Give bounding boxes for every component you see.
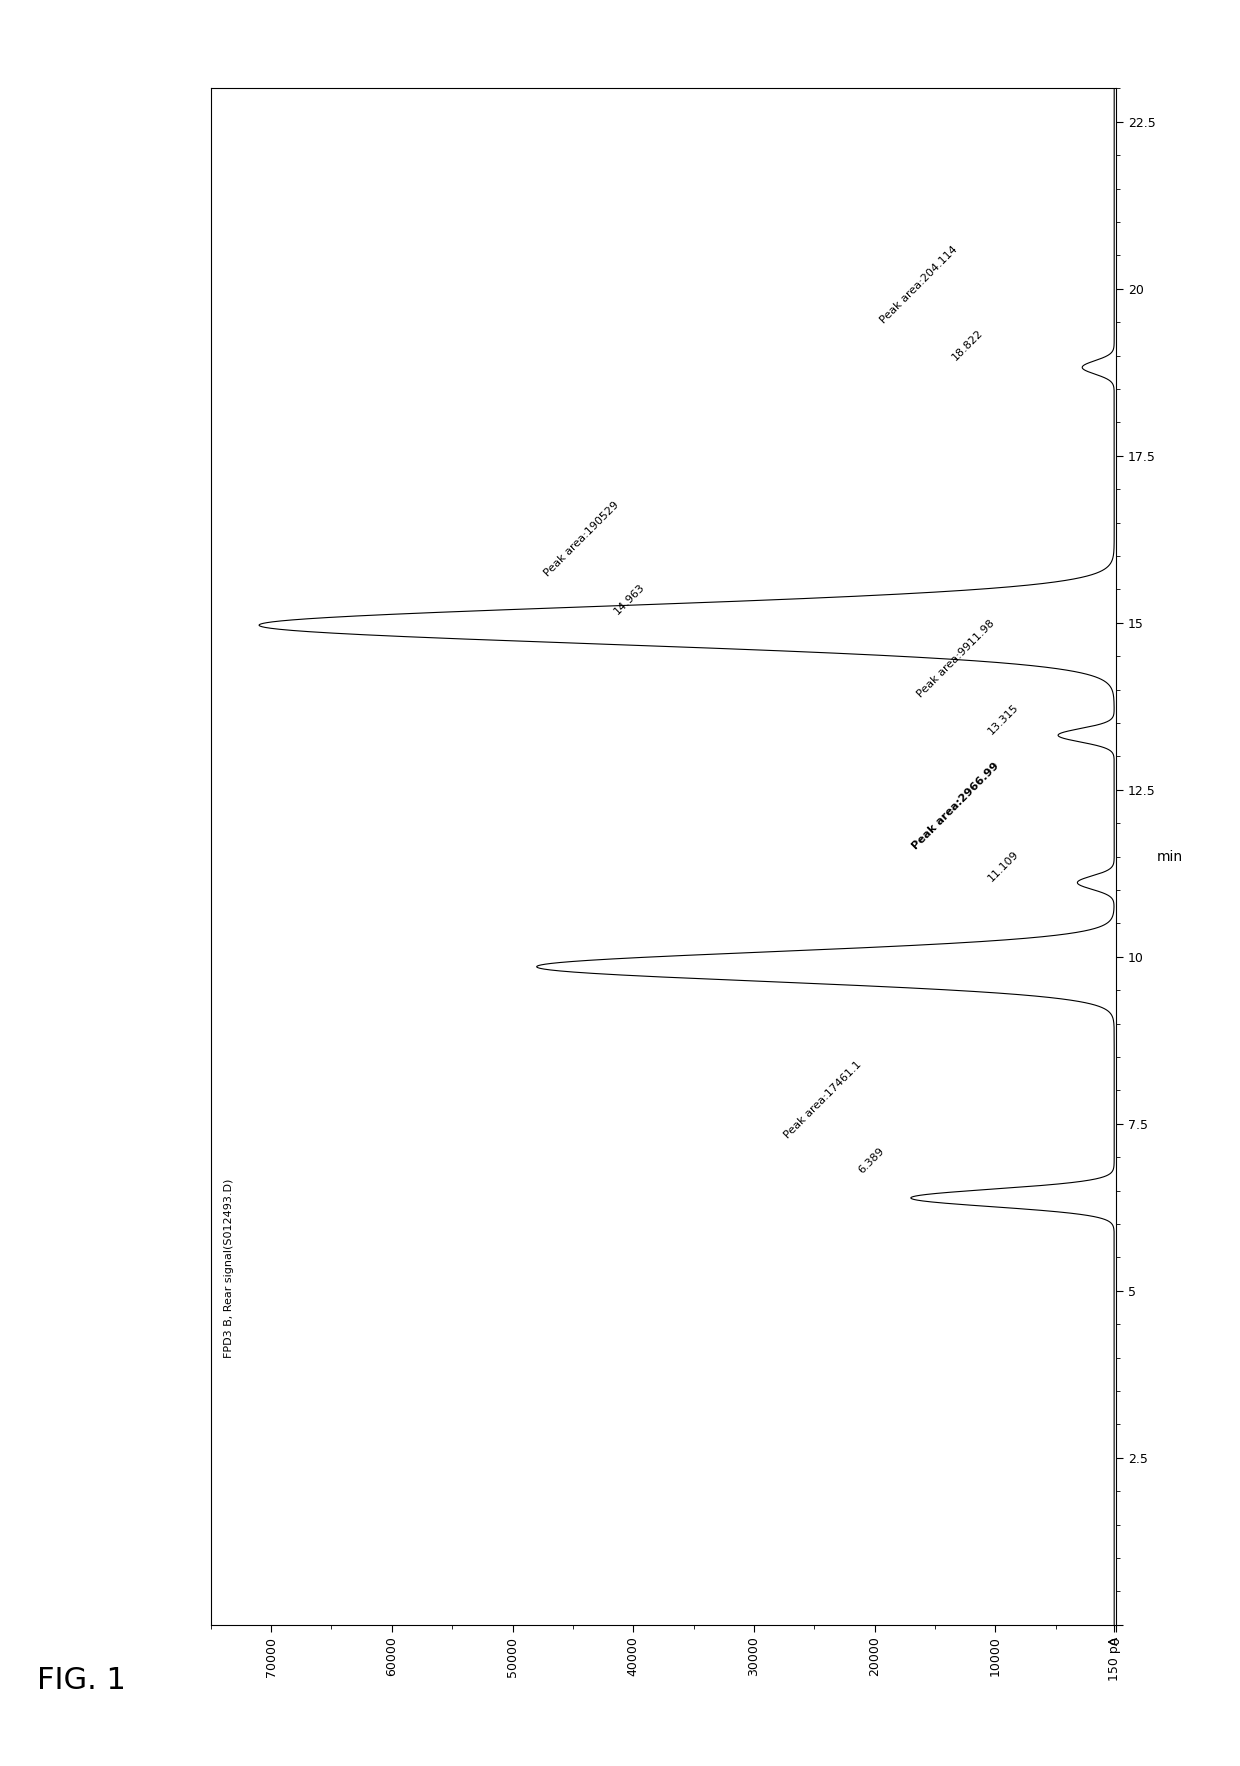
Text: FPD3 B, Rear signal(S012493.D): FPD3 B, Rear signal(S012493.D) — [224, 1178, 234, 1358]
Text: Peak area:17461.1: Peak area:17461.1 — [782, 1060, 863, 1141]
Text: Peak area:204.114: Peak area:204.114 — [879, 245, 960, 325]
Y-axis label: min: min — [1157, 849, 1183, 864]
Text: Peak area:2966.99: Peak area:2966.99 — [910, 761, 1001, 851]
Text: 14.963: 14.963 — [613, 581, 647, 616]
Text: 6.389: 6.389 — [857, 1146, 885, 1174]
Text: Peak area:9911.98: Peak area:9911.98 — [915, 618, 996, 699]
Text: 13.315: 13.315 — [987, 703, 1021, 736]
Text: Peak area:190529: Peak area:190529 — [542, 500, 621, 577]
Text: 11.109: 11.109 — [987, 849, 1021, 883]
Text: 18.822: 18.822 — [950, 328, 985, 362]
Text: FIG. 1: FIG. 1 — [37, 1667, 126, 1695]
